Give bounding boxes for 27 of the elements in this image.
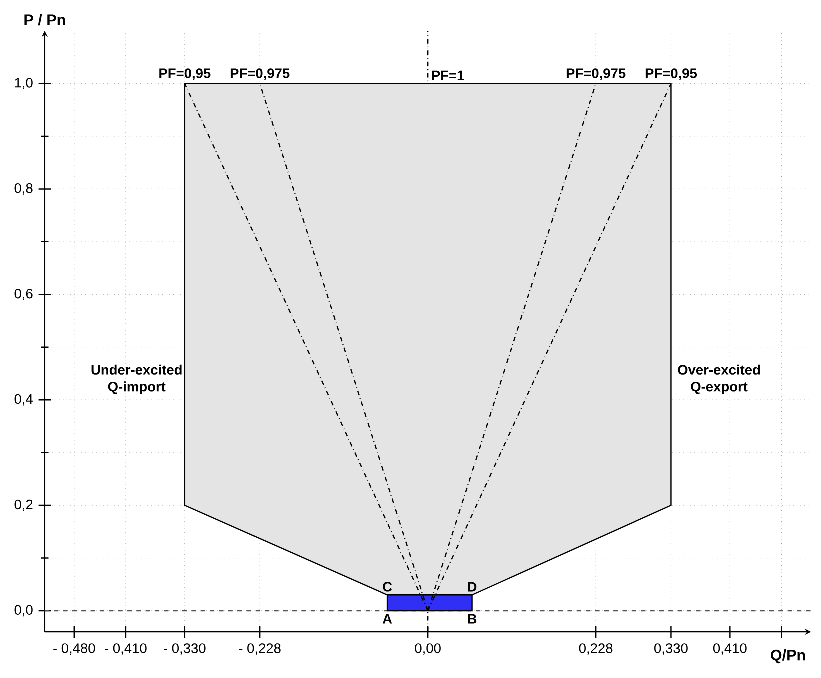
x-tick-label: 0,00 (415, 644, 441, 656)
y-tick-label: 0,6 (14, 289, 33, 300)
y-tick-label: 0,0 (14, 605, 33, 617)
x-axis-title: Q/Pn (771, 650, 806, 664)
x-tick-label: 0,330 (654, 644, 688, 656)
x-tick-label: - 0,410 (105, 644, 147, 656)
annotation: D (468, 582, 477, 592)
y-tick-label: 0,2 (14, 500, 33, 512)
y-axis-title: P / Pn (24, 14, 66, 26)
annotation: PF=0,95 (646, 68, 698, 80)
annotation: A (382, 614, 392, 624)
y-tick-label: 0,4 (14, 394, 33, 406)
x-tick-label: 0,228 (579, 644, 613, 656)
x-tick-label: 0,410 (713, 644, 747, 656)
annotation: PF=0,975 (566, 68, 626, 80)
annotation: PF=0,975 (230, 68, 290, 80)
y-tick-label: 1,0 (15, 78, 33, 90)
annotation: B (468, 614, 477, 624)
annotation: C (383, 582, 392, 592)
x-tick-label: - 0,480 (54, 644, 96, 656)
annotation: PF=0,95 (160, 68, 211, 80)
y-tick-label: 0,8 (14, 184, 33, 195)
annotation: PF=1 (432, 71, 464, 80)
x-tick-label: - 0,228 (239, 644, 281, 656)
x-tick-label: - 0,330 (164, 644, 206, 656)
annotation: Over-excited Q-export (678, 364, 760, 395)
annotation: Under-excited Q-import (92, 364, 182, 395)
